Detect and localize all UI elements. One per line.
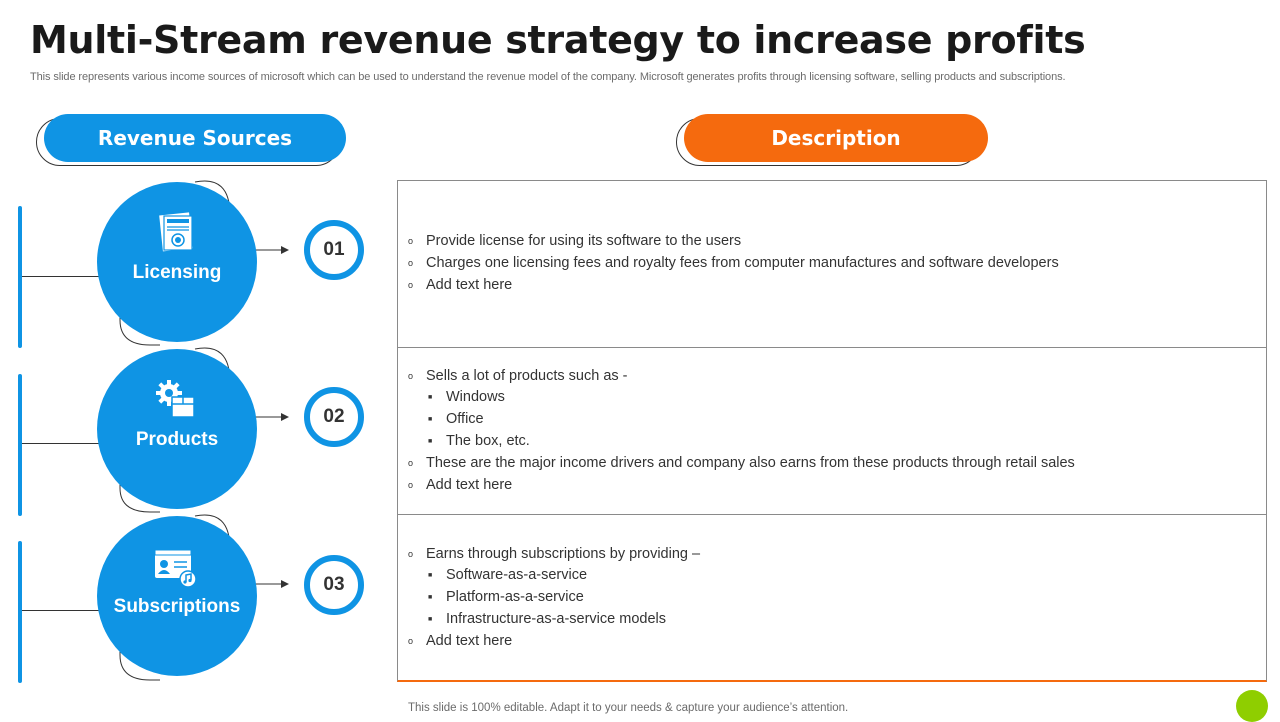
- step-number-02: 02: [304, 387, 364, 447]
- licensing-description: o Provide license for using its software …: [398, 181, 1266, 348]
- subscriptions-label: Subscriptions: [113, 596, 241, 617]
- list-subitem: ■ The box, etc.: [428, 433, 530, 449]
- connector-line: [22, 610, 122, 611]
- step-number-03: 03: [304, 555, 364, 615]
- side-bar: [18, 374, 22, 516]
- list-subitem: ■ Platform-as-a-service: [428, 589, 584, 606]
- list-item: o Charges one licensing fees and royalty …: [408, 255, 1059, 272]
- step-number-01: 01: [304, 220, 364, 280]
- list-item: o Add text here: [408, 276, 513, 293]
- list-item: o Add text here: [408, 632, 513, 649]
- list-item: o These are the major income drivers and …: [408, 454, 1075, 471]
- list-item: o Provide license for using its software …: [408, 233, 742, 250]
- side-bar: [18, 541, 22, 683]
- gear-box-icon: [153, 377, 197, 421]
- page-subtitle: This slide represents various income sou…: [30, 71, 1066, 83]
- list-subitem: ■ Software-as-a-service: [428, 567, 588, 584]
- licensing-label: Licensing: [132, 262, 222, 283]
- list-subitem: ■ Office: [428, 411, 484, 428]
- description-table: o Provide license for using its software …: [397, 180, 1267, 682]
- page-title: Multi-Stream revenue strategy to increas…: [30, 18, 1086, 62]
- products-label: Products: [135, 429, 219, 450]
- revenue-sources-header: Revenue Sources: [44, 114, 346, 162]
- connector-line: [22, 276, 122, 277]
- products-circle: Products: [97, 349, 257, 509]
- list-item: o Sells a lot of products such as -: [408, 367, 628, 384]
- licensing-circle: Licensing: [97, 182, 257, 342]
- subscriptions-circle: Subscriptions: [97, 516, 257, 676]
- list-subitem: ■ Windows: [428, 389, 505, 406]
- list-item: o Add text here: [408, 476, 513, 493]
- connector-line: [22, 443, 122, 444]
- products-description: o Sells a lot of products such as - ■ Wind…: [398, 348, 1266, 515]
- description-header: Description: [684, 114, 988, 162]
- side-bar: [18, 206, 22, 348]
- license-certificate-icon: [153, 210, 197, 254]
- list-item: o Earns through subscriptions by providin…: [408, 545, 701, 562]
- subscriptions-description: o Earns through subscriptions by providin…: [398, 515, 1266, 681]
- subscription-card-icon: [153, 544, 197, 588]
- decorative-dot: [1236, 690, 1268, 722]
- footer-note: This slide is 100% editable. Adapt it to…: [408, 702, 849, 714]
- list-subitem: ■ Infrastructure-as-a-service models: [428, 610, 666, 627]
